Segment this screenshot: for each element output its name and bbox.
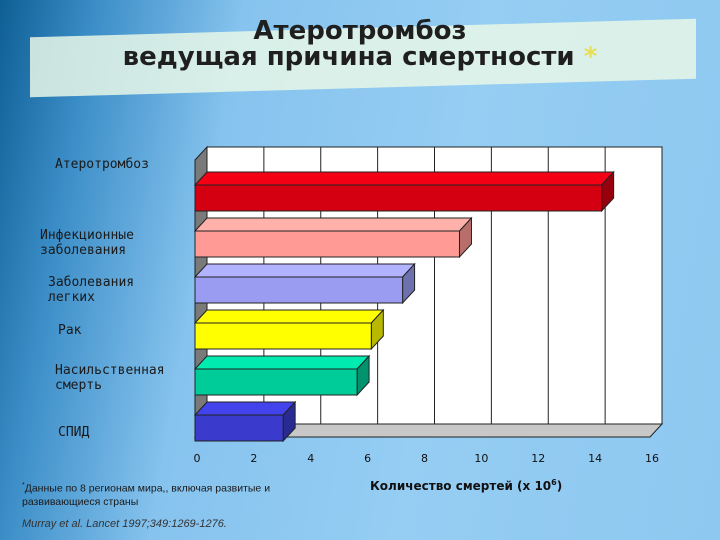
x-tick-label: 14 [588, 452, 602, 465]
bar [194, 322, 372, 350]
category-label: Атеротромбоз [55, 157, 149, 172]
x-axis-label-exponent: 6 [551, 478, 557, 487]
x-tick-label: 10 [474, 452, 488, 465]
x-axis-label-text: Количество смертей (х 10 [370, 479, 552, 493]
bar [194, 276, 404, 304]
category-label: Насильственная смерть [55, 363, 165, 393]
bar-top [193, 309, 385, 324]
bar-top [193, 401, 297, 416]
bar-top [193, 355, 371, 370]
footnote: *Данные по 8 регионам мира,, включая раз… [22, 479, 292, 509]
title-line-2-text: ведущая причина смертности [122, 42, 575, 72]
bar-top [193, 263, 416, 278]
x-axis-label: Количество смертей (х 106) [370, 478, 562, 493]
category-label-line: Рак [58, 323, 82, 338]
bar [194, 184, 603, 212]
x-tick-label: 16 [645, 452, 659, 465]
page-title: Атеротромбоз ведущая причина смертности … [0, 18, 720, 70]
x-tick-label: 6 [364, 452, 371, 465]
bar [194, 368, 358, 396]
bar-top [193, 171, 615, 186]
title-line-1: Атеротромбоз [253, 16, 467, 46]
x-tick-label: 0 [194, 452, 201, 465]
title-asterisk: * [583, 42, 598, 72]
footnote-marker: * [22, 482, 25, 489]
category-label-line: Насильственная [55, 363, 165, 378]
category-label-line: заболевания [40, 243, 126, 258]
bar [194, 414, 284, 442]
title-line-2: ведущая причина смертности * [0, 44, 720, 70]
footnote-text: Данные по 8 регионам мира,, включая разв… [22, 482, 271, 508]
category-label: СПИД [58, 425, 89, 440]
x-axis-label-suffix: ) [556, 479, 563, 493]
bar-top [193, 217, 473, 232]
category-label: Заболевания легких [48, 275, 134, 305]
x-tick-label: 12 [531, 452, 545, 465]
category-label-line: СПИД [58, 425, 89, 440]
x-tick-label: 4 [307, 452, 314, 465]
category-label-line: Инфекционные [40, 228, 134, 243]
category-label-line: Заболевания [48, 275, 134, 290]
category-label-line: легких [48, 290, 95, 305]
category-label: Инфекционные заболевания [40, 228, 134, 258]
category-label-line: смерть [55, 378, 102, 393]
citation: Murray et al. Lancet 1997;349:1269-1276. [22, 518, 227, 530]
category-label: Рак [58, 323, 82, 338]
x-tick-label: 8 [421, 452, 428, 465]
category-label-line: Атеротромбоз [55, 157, 149, 172]
x-tick-label: 2 [250, 452, 257, 465]
bar [194, 230, 460, 258]
